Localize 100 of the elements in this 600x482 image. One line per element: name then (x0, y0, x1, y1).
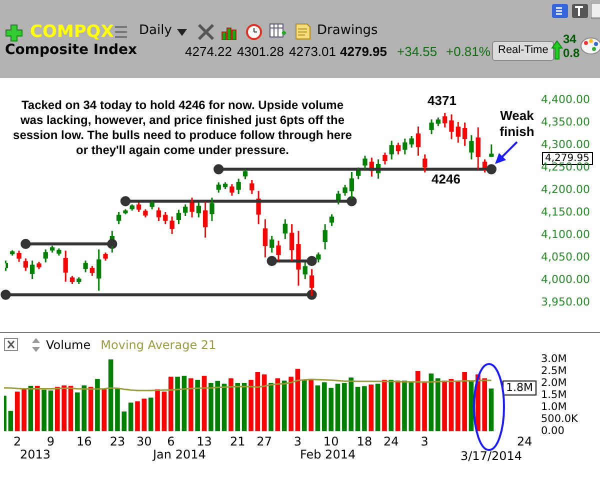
candlestick (190, 196, 194, 218)
chart-title: Composite Index (5, 42, 138, 58)
candlestick (136, 202, 142, 213)
bar (68, 386, 74, 432)
candlestick (296, 230, 301, 287)
bar (222, 384, 227, 432)
candlestick (63, 250, 68, 282)
candlestick (216, 182, 221, 194)
bar (395, 380, 400, 432)
text: 4279.95 (340, 44, 387, 60)
x-tick-label: 3/17/2014 (460, 448, 522, 463)
bar (28, 386, 34, 432)
candlestick (143, 208, 148, 218)
bar (34, 386, 40, 432)
candlestick (442, 112, 448, 128)
x-tick-label: 3 (294, 434, 302, 449)
series-label: Volume (46, 338, 91, 352)
bar (128, 402, 134, 432)
bar (175, 376, 180, 432)
y-tick-label: 4,050.00 (541, 250, 590, 264)
bar (228, 378, 234, 432)
candlestick (416, 126, 421, 157)
candlestick (16, 250, 22, 263)
text: 34 (563, 32, 576, 47)
candlestick (270, 235, 274, 254)
candlestick (362, 155, 368, 170)
point (486, 164, 497, 174)
candlestick (202, 200, 208, 238)
candlestick (422, 154, 428, 174)
bar (362, 386, 367, 432)
y-tick-label: 0.00 (541, 424, 564, 437)
bar (282, 380, 287, 432)
candlestick (489, 144, 494, 157)
candlestick (282, 218, 288, 240)
candlestick (83, 260, 88, 274)
x-tick-label: 10 (323, 434, 339, 449)
text: COMPQX (30, 22, 114, 43)
bar (108, 359, 114, 432)
bar (88, 386, 94, 432)
y-tick-label: 2.5M (541, 365, 567, 378)
bar (408, 382, 414, 432)
bar (235, 383, 240, 432)
bar (168, 376, 174, 432)
candlestick (342, 184, 348, 197)
candlestick (429, 118, 434, 135)
candlestick (50, 244, 55, 254)
candlestick (316, 252, 321, 264)
candlestick (449, 114, 454, 140)
x-tick-label: 9 (46, 434, 55, 449)
x-tick-label: 30 (136, 434, 152, 449)
point (214, 164, 224, 174)
candlestick (176, 208, 182, 225)
bar (155, 389, 160, 432)
candlestick (96, 248, 102, 292)
text: Daily (139, 23, 172, 40)
y-tick-label: 1.0M (541, 400, 567, 413)
candlestick (349, 171, 354, 200)
bar (8, 410, 14, 432)
bar (402, 380, 407, 432)
candlestick (329, 213, 334, 227)
x-tick-label: 2 (14, 434, 22, 449)
candlestick (262, 218, 268, 258)
bar (448, 378, 454, 432)
y-tick-label: 4,350.00 (541, 115, 590, 128)
bar (182, 376, 187, 432)
annotation: 4246 (432, 171, 460, 186)
bar (142, 398, 147, 432)
y-tick-label: 3.0M (541, 353, 567, 366)
bar (48, 390, 54, 432)
candlestick (76, 276, 82, 285)
bar (308, 380, 314, 432)
text: 4273.01 (289, 44, 336, 60)
bar (335, 384, 340, 432)
text: 4274.22 (185, 44, 232, 60)
annotation: 1.8M (506, 380, 533, 394)
bar (262, 374, 267, 432)
candlestick (43, 248, 48, 264)
bar (442, 380, 447, 432)
x-tick-label: 3 (420, 434, 428, 449)
x-tick-label: 27 (256, 434, 272, 449)
annotation: 4371 (428, 93, 456, 108)
candlestick (183, 204, 188, 217)
y-tick-label: 4,400.00 (541, 92, 590, 106)
y-tick-label: 4,200.00 (541, 182, 590, 196)
candlestick (90, 265, 95, 277)
bar (95, 378, 100, 432)
bar (42, 390, 46, 432)
candlestick (289, 223, 294, 262)
bar (388, 380, 394, 432)
y-tick-label: 3,950.00 (541, 295, 590, 308)
bar (355, 386, 360, 432)
candlestick (236, 178, 241, 195)
bar (275, 378, 280, 432)
bar (148, 398, 154, 432)
y-tick-label: 4,150.00 (541, 205, 590, 218)
bar (375, 384, 380, 432)
text: 4301.28 (237, 44, 284, 60)
bar (102, 388, 107, 432)
bar (428, 373, 434, 432)
bar (368, 384, 374, 432)
